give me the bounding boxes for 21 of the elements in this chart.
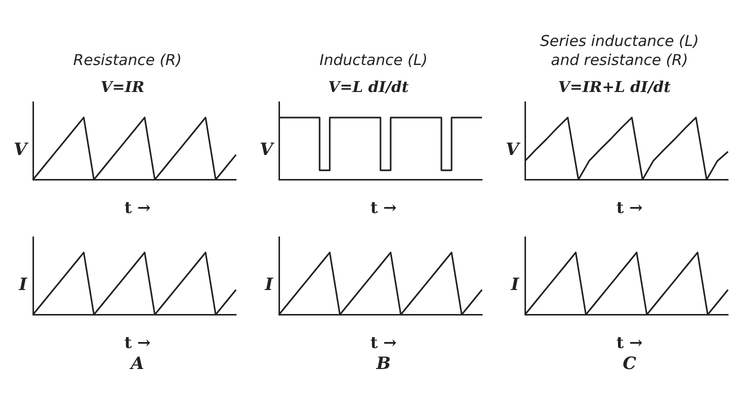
chart-title: Inductance (L) <box>318 51 429 70</box>
y-axis-title: V <box>12 140 30 160</box>
y-axis-title: I <box>264 275 274 295</box>
chart-subtitle: V=L dI/dt <box>327 78 410 96</box>
x-axis-title: t → <box>123 198 152 217</box>
chart-title: Series inductance (L) and resistance (R) <box>539 32 700 70</box>
y-axis-title: I <box>18 275 28 295</box>
y-axis-title: V <box>258 140 276 160</box>
x-axis-title: t → <box>369 333 398 352</box>
x-axis-title: t → <box>369 198 398 217</box>
text: C <box>622 354 638 374</box>
chart-subtitle: V=IR+L dI/dt <box>557 78 672 96</box>
x-axis-title: t → <box>123 333 152 352</box>
x-axis-title: t → <box>615 198 644 217</box>
text: A <box>128 354 146 374</box>
y-axis-title: V <box>504 140 522 160</box>
text: B <box>375 354 392 374</box>
chart-title: Resistance (R) <box>72 51 183 70</box>
x-axis-title: t → <box>615 333 644 352</box>
y-axis-title: I <box>510 275 520 295</box>
chart-subtitle: V=IR <box>100 78 146 96</box>
